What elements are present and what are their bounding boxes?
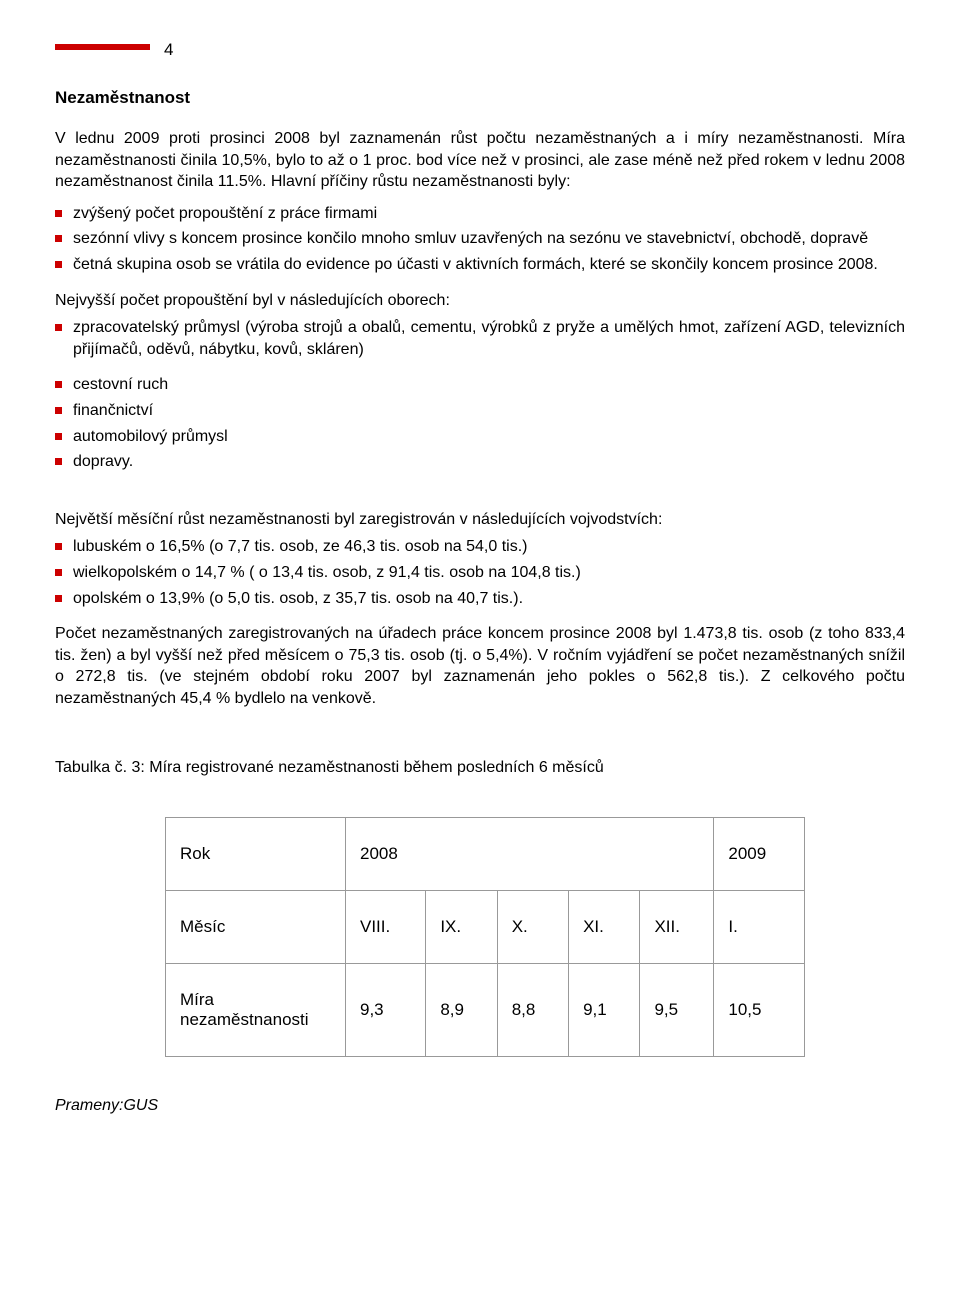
summary-paragraph: Počet nezaměstnaných zaregistrovaných na… [55,623,905,709]
table-cell: 2009 [714,818,805,891]
unemployment-table: Rok 2008 2009 Měsíc VIII. IX. X. XI. XII… [165,817,805,1057]
regions-list: lubuském o 16,5% (o 7,7 tis. osob, ze 46… [55,536,905,609]
table-row: Rok 2008 2009 [166,818,805,891]
page-number: 4 [164,40,173,60]
list-item: automobilový průmysl [55,426,905,448]
intro-paragraph: V lednu 2009 proti prosinci 2008 byl zaz… [55,128,905,193]
page-header: 4 [55,40,905,60]
table-cell: 9,3 [346,964,426,1057]
regions-intro: Největší měsíční růst nezaměstnanosti by… [55,509,905,531]
table-cell-label: Rok [166,818,346,891]
sectors-secondary-list: cestovní ruch finančnictví automobilový … [55,374,905,472]
table-cell: 9,5 [640,964,714,1057]
table-cell: XI. [569,891,640,964]
table-cell: 10,5 [714,964,805,1057]
table-cell: X. [497,891,568,964]
causes-list: zvýšený počet propouštění z práce firmam… [55,203,905,276]
list-item: četná skupina osob se vrátila do evidenc… [55,254,905,276]
source-line: Prameny:GUS [55,1097,905,1115]
table-cell: 8,8 [497,964,568,1057]
table-cell: IX. [426,891,497,964]
table-cell: VIII. [346,891,426,964]
list-item: zvýšený počet propouštění z práce firmam… [55,203,905,225]
list-item: opolském o 13,9% (o 5,0 tis. osob, z 35,… [55,588,905,610]
list-item: dopravy. [55,451,905,473]
table-cell: 2008 [346,818,714,891]
list-item: cestovní ruch [55,374,905,396]
table-cell: XII. [640,891,714,964]
header-accent-bar [55,44,150,50]
table-row: Míra nezaměstnanosti 9,3 8,9 8,8 9,1 9,5… [166,964,805,1057]
table-cell: I. [714,891,805,964]
list-item: lubuském o 16,5% (o 7,7 tis. osob, ze 46… [55,536,905,558]
table-row: Měsíc VIII. IX. X. XI. XII. I. [166,891,805,964]
sectors-main-list: zpracovatelský průmysl (výroba strojů a … [55,317,905,360]
list-item: zpracovatelský průmysl (výroba strojů a … [55,317,905,360]
table-cell: 8,9 [426,964,497,1057]
table-cell: 9,1 [569,964,640,1057]
table-caption: Tabulka č. 3: Míra registrované nezaměst… [55,759,905,777]
list-item: finančnictví [55,400,905,422]
sectors-intro: Nejvyšší počet propouštění byl v následu… [55,290,905,312]
table-cell-label: Měsíc [166,891,346,964]
table-cell-label: Míra nezaměstnanosti [166,964,346,1057]
section-heading: Nezaměstnanost [55,88,905,108]
list-item: wielkopolském o 14,7 % ( o 13,4 tis. oso… [55,562,905,584]
list-item: sezónní vlivy s koncem prosince končilo … [55,228,905,250]
